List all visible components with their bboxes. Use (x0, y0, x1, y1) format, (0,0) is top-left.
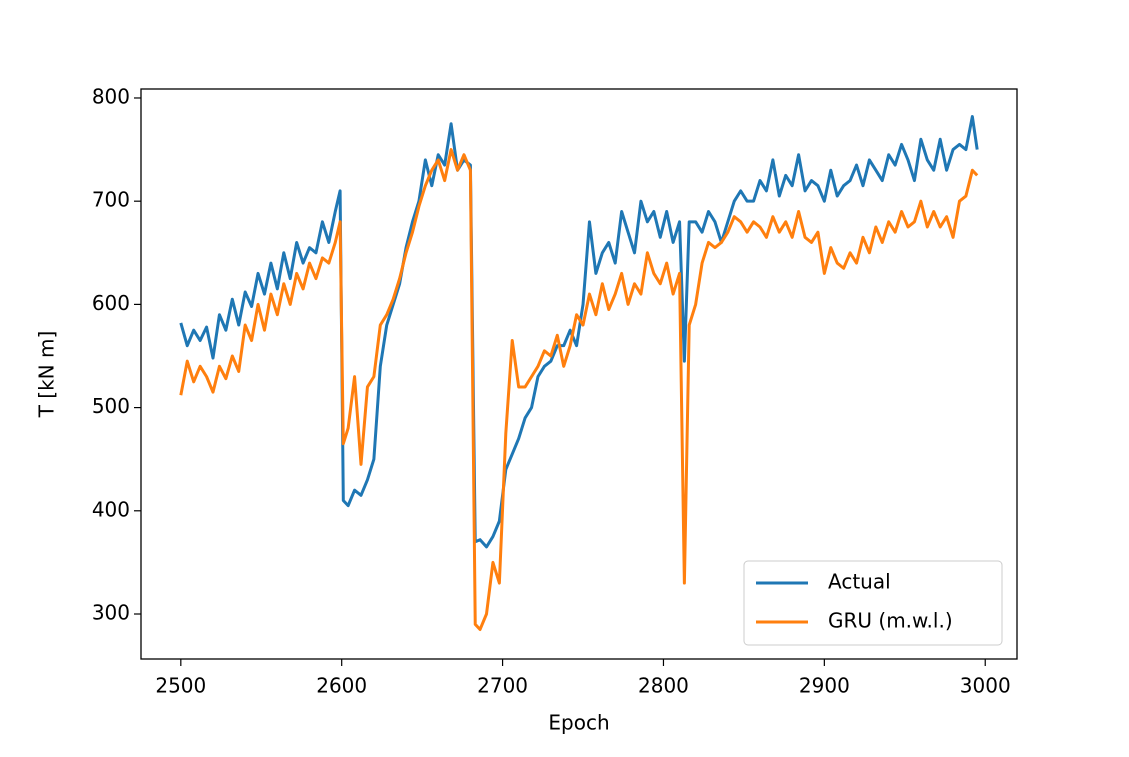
legend-box (743, 560, 1003, 646)
plot-frame (140, 88, 1018, 660)
x-tick-label: 3000 (960, 674, 1011, 698)
x-tick-label: 2500 (155, 674, 206, 698)
x-tick-label: 2600 (316, 674, 367, 698)
x-axis-label: Epoch (548, 711, 609, 735)
y-tick-label: 500 (92, 394, 130, 418)
y-tick-label: 800 (92, 84, 130, 108)
y-tick-label: 300 (92, 601, 130, 625)
legend-label: Actual (828, 570, 891, 594)
y-tick-label: 600 (92, 291, 130, 315)
data-line (179, 115, 979, 549)
y-tick-label: 400 (92, 497, 130, 521)
x-tick-label: 2800 (638, 674, 689, 698)
y-axis-label: T [kN m] (35, 331, 59, 419)
legend-label: GRU (m.w.l.) (828, 609, 953, 633)
x-tick-label: 2700 (477, 674, 528, 698)
x-tick-label: 2900 (799, 674, 850, 698)
y-tick-label: 700 (92, 188, 130, 212)
data-line (179, 148, 979, 631)
